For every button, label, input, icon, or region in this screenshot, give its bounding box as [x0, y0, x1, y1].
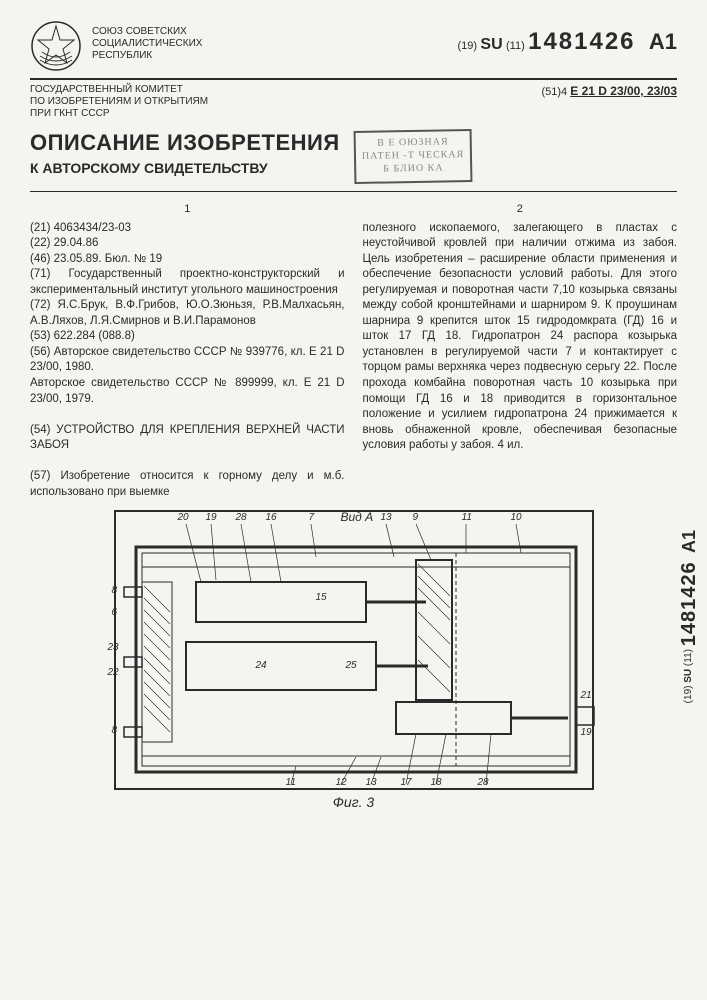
side-number: 1481426	[678, 561, 700, 646]
title-line1: ОПИСАНИЕ ИЗОБРЕТЕНИЯ	[30, 130, 340, 156]
callout: 17	[401, 777, 412, 788]
callout: 13	[366, 777, 377, 788]
row2: ГОСУДАРСТВЕННЫЙ КОМИТЕТ ПО ИЗОБРЕТЕНИЯМ …	[30, 84, 677, 120]
pub-prefix: (19)	[458, 40, 478, 52]
col2-number: 2	[363, 202, 678, 217]
body-columns: 1 (21) 4063434/23-03 (22) 29.04.86 (46) …	[30, 202, 677, 500]
callout: 21	[581, 690, 592, 701]
side-country: SU	[683, 669, 694, 683]
ussr-emblem-icon	[30, 20, 82, 72]
figure-3: Вид А 20 19 28 16 7 13 9 11 10 8 6 23 22…	[30, 510, 677, 810]
pub-country: SU	[480, 36, 502, 53]
pub-number-value: 1481426	[528, 28, 635, 55]
callout: 23	[108, 642, 119, 653]
side-kind: A1	[679, 530, 699, 553]
divider	[30, 191, 677, 192]
callout: 19	[206, 512, 217, 523]
pub-kind: A1	[649, 29, 677, 54]
union-text: СОЮЗ СОВЕТСКИХ СОЦИАЛИСТИЧЕСКИХ РЕСПУБЛИ…	[92, 26, 202, 62]
callout: 19	[581, 727, 592, 738]
library-stamp: В Е ОЮЗНАЯ ПАТЕН -Т ЧЕСКАЯ Б БЛИО КА	[353, 129, 472, 184]
callout: 25	[346, 660, 357, 671]
col2-body: полезного ископаемого, залегающего в пла…	[363, 221, 678, 454]
callout: 28	[236, 512, 247, 523]
callout: 11	[462, 512, 472, 523]
callout: 10	[511, 512, 522, 523]
callout: 18	[431, 777, 442, 788]
side-index: (11)	[683, 649, 694, 666]
callout: 12	[336, 777, 347, 788]
callout: 28	[478, 777, 489, 788]
callout: 6	[112, 607, 118, 618]
figure-view-label: Вид А	[341, 510, 374, 524]
divider	[30, 78, 677, 80]
ipc-block: (51)4 E 21 D 23/00, 23/03	[542, 84, 678, 120]
column-2: 2 полезного ископаемого, залегающего в п…	[363, 202, 678, 500]
callout: 8	[112, 585, 118, 596]
callout: 8	[112, 725, 118, 736]
committee-text: ГОСУДАРСТВЕННЫЙ КОМИТЕТ ПО ИЗОБРЕТЕНИЯМ …	[30, 84, 386, 120]
title-line2: К АВТОРСКОМУ СВИДЕТЕЛЬСТВУ	[30, 160, 340, 176]
callout: 16	[266, 512, 277, 523]
callout: 11	[286, 777, 296, 788]
figure-drawing: Вид А 20 19 28 16 7 13 9 11 10 8 6 23 22…	[114, 510, 594, 790]
stamp-line2: ПАТЕН -Т ЧЕСКАЯ	[362, 148, 464, 163]
stamp-line3: Б БЛИО КА	[362, 161, 464, 176]
callout: 24	[256, 660, 267, 671]
callout: 13	[381, 512, 392, 523]
callout: 20	[178, 512, 189, 523]
col1-number: 1	[30, 202, 345, 217]
main-title: ОПИСАНИЕ ИЗОБРЕТЕНИЯ К АВТОРСКОМУ СВИДЕТ…	[30, 130, 340, 176]
column-1: 1 (21) 4063434/23-03 (22) 29.04.86 (46) …	[30, 202, 345, 500]
callout: 15	[316, 592, 327, 603]
pub-index: (11)	[506, 40, 525, 52]
callout: 9	[413, 512, 419, 523]
col1-body: (21) 4063434/23-03 (22) 29.04.86 (46) 23…	[30, 221, 345, 500]
title-row: ОПИСАНИЕ ИЗОБРЕТЕНИЯ К АВТОРСКОМУ СВИДЕТ…	[30, 130, 677, 183]
callout: 7	[309, 512, 315, 523]
header-row: СОЮЗ СОВЕТСКИХ СОЦИАЛИСТИЧЕСКИХ РЕСПУБЛИ…	[30, 20, 677, 72]
side-prefix: (19)	[683, 686, 694, 704]
publication-number: (19) SU (11) 1481426 A1	[458, 28, 677, 56]
side-publication-label: (19) SU (11) 1481426 A1	[678, 530, 701, 703]
figure-caption: Фиг. 3	[30, 794, 677, 810]
callout: 22	[108, 667, 119, 678]
ipc-prefix: (51)4	[542, 86, 568, 98]
ipc-code: E 21 D 23/00, 23/03	[570, 84, 677, 98]
